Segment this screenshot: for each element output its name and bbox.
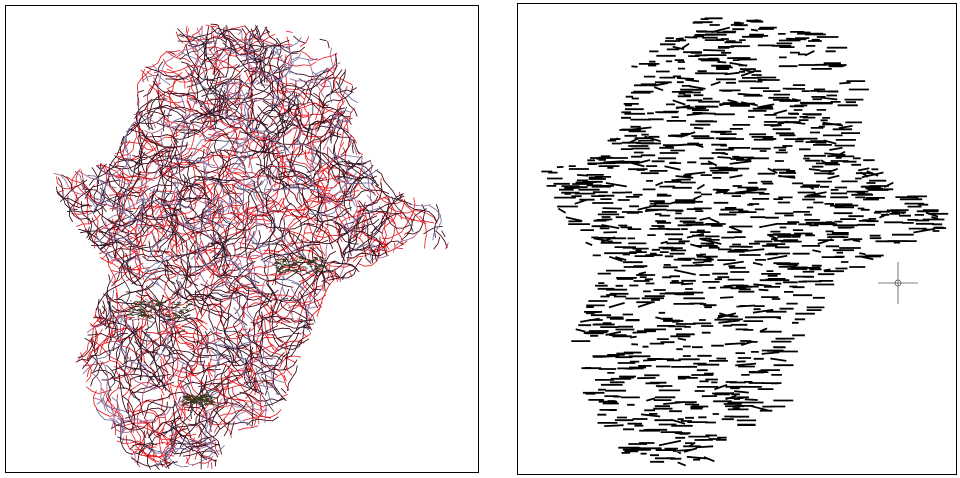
left-panel <box>6 6 479 473</box>
page: (() => { JSON.parse(document.getElementB… <box>0 0 960 478</box>
map-figure <box>0 0 960 478</box>
